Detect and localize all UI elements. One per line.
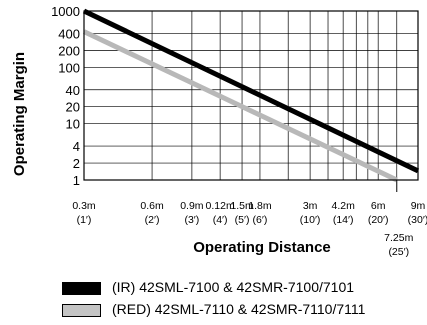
x-tick-sublabel: (1′) [77,214,92,226]
x-tick-sublabel: (6′) [253,214,268,226]
red-series-line [82,29,398,183]
y-tick-label: 1 [73,173,80,188]
x-tick-sublabel: (25′) [388,246,409,258]
y-tick-label: 100 [58,60,80,75]
x-tick-sublabel: (30′) [408,214,427,226]
x-tick-sublabel: (20′) [368,214,389,226]
x-tick-label: 7.25m [384,232,413,244]
legend-label-red: (RED) 42SML-7110 & 42SMR-7110/7111 [112,301,366,317]
x-tick-label: 3m [303,200,318,212]
x-tick-sublabel: (3′) [184,214,199,226]
y-tick-label: 4 [73,139,80,154]
x-axis-title: Operating Distance [193,239,331,256]
legend-swatch-red [62,304,101,317]
x-tick-label: 1.8m [248,200,272,212]
axes [83,10,419,181]
y-tick-label: 2 [73,156,80,171]
series-lines [82,8,420,183]
plot-frame [83,10,419,181]
x-tick-label: 9m [411,200,426,212]
x-tick-label: 0.12m [206,200,235,212]
x-tick-label: 1.5m [230,200,254,212]
y-tick-label: 400 [58,26,80,41]
x-tick-label: 4.2m [331,200,355,212]
x-tick-label: 0.9m [180,200,204,212]
y-tick-labels: 1 2 4 10 20 40 100 200 400 1000 [51,4,80,188]
legend-label-ir: (IR) 42SML-7100 & 42SMR-7100/7101 [112,279,355,295]
ir-series-line [82,8,420,174]
y-tick-label: 10 [66,117,80,132]
x-tick-label: 0.3m [72,200,96,212]
x-tick-labels: 0.3m (1′) 0.6m (2′) 0.9m (3′) 0.12m (4′)1.5m (5′… [72,180,427,258]
x-tick-sublabel: (10′) [300,214,321,226]
y-tick-label: 40 [66,83,80,98]
legend-swatch-ir [62,282,101,295]
y-tick-label: 20 [66,100,80,115]
x-tick-sublabel: (4′) [213,214,228,226]
x-tick-sublabel: (14′) [333,214,354,226]
x-tick-sublabel: (5′) [235,214,250,226]
y-tick-label: 200 [58,43,80,58]
y-axis-title: Operating Margin [11,52,28,176]
x-tick-label: 0.6m [140,200,164,212]
x-tick-label: 6m [371,200,386,212]
y-tick-label: 1000 [51,4,80,19]
x-tick-sublabel: (2′) [145,214,160,226]
